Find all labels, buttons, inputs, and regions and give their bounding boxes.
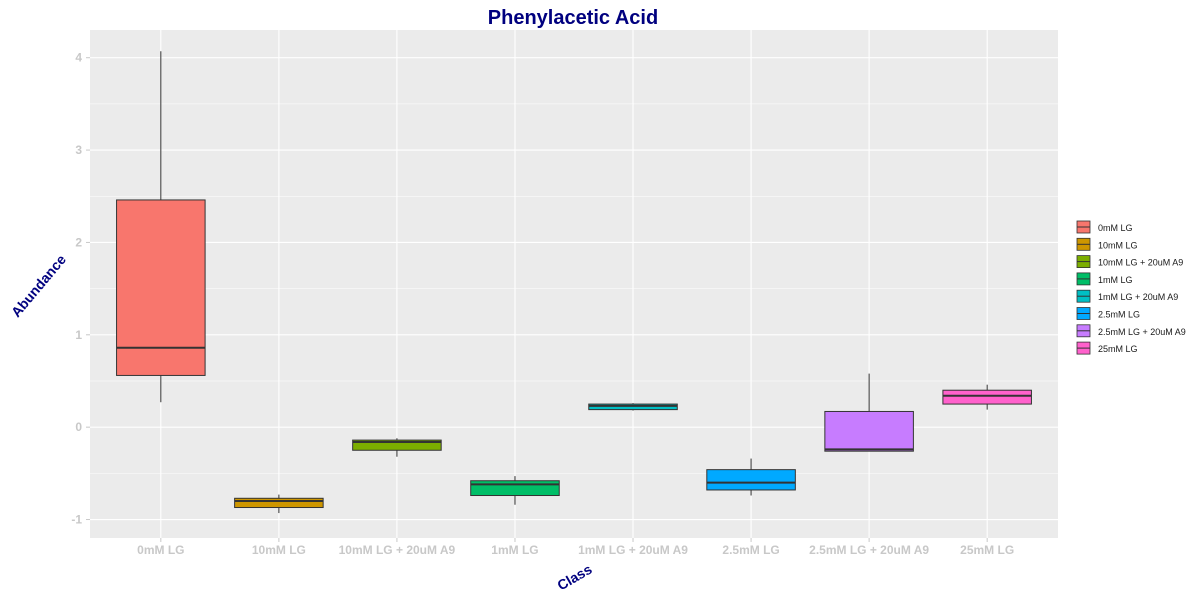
boxes: [116, 51, 1032, 514]
x-tick-label: 2.5mM LG: [722, 543, 779, 557]
x-tick-label: 10mM LG: [252, 543, 306, 557]
box-body[interactable]: [234, 497, 324, 509]
legend-label: 0mM LG: [1098, 223, 1133, 233]
box-body[interactable]: [942, 389, 1032, 405]
box-6: [706, 458, 796, 496]
y-tick-label: -1: [71, 513, 82, 527]
box-body[interactable]: [824, 410, 914, 452]
y-tick-label: 2: [75, 235, 82, 249]
legend-item[interactable]: 2.5mM LG: [1076, 307, 1140, 320]
grid-lines: [90, 30, 1058, 538]
legend-label: 2.5mM LG: [1098, 310, 1140, 320]
y-tick-label: 3: [75, 143, 82, 157]
legend-item[interactable]: 0mM LG: [1076, 220, 1133, 234]
legend-label: 10mM LG + 20uM A9: [1098, 258, 1183, 268]
box-3: [352, 438, 442, 457]
legend-item[interactable]: 2.5mM LG + 20uM A9: [1076, 324, 1186, 338]
box-body[interactable]: [116, 199, 206, 376]
y-tick-label: 1: [75, 328, 82, 342]
box-2: [234, 494, 324, 514]
y-tick-label: 4: [75, 51, 82, 65]
box-body[interactable]: [470, 480, 560, 497]
box-body[interactable]: [352, 439, 442, 451]
legend-label: 2.5mM LG + 20uM A9: [1098, 327, 1186, 337]
legend-item[interactable]: 10mM LG: [1076, 237, 1138, 251]
legend-label: 1mM LG: [1098, 275, 1133, 285]
plot-panel: [90, 30, 1058, 538]
legend-item[interactable]: 1mM LG: [1076, 272, 1133, 286]
legend-item[interactable]: 25mM LG: [1076, 341, 1138, 355]
chart-title: Phenylacetic Acid: [488, 7, 658, 29]
legend: 0mM LG 10mM LG 10mM LG + 20uM A9 1mM LG 1mM …: [1076, 220, 1186, 355]
box-1: [116, 51, 206, 403]
box-5: [588, 403, 678, 411]
legend-label: 25mM LG: [1098, 344, 1138, 354]
y-tick-label: 0: [75, 420, 82, 434]
x-tick-label: 1mM LG: [491, 543, 538, 557]
x-axis: 0mM LG 10mM LG 10mM LG + 20uM A9 1mM LG 1mM …: [137, 538, 1014, 557]
x-tick-label: 10mM LG + 20uM A9: [339, 543, 456, 557]
legend-item[interactable]: 10mM LG + 20uM A9: [1076, 255, 1183, 269]
x-tick-label: 25mM LG: [960, 543, 1014, 557]
legend-item[interactable]: 1mM LG + 20uM A9: [1076, 289, 1178, 303]
x-tick-label: 0mM LG: [137, 543, 184, 557]
x-tick-label: 1mM LG + 20uM A9: [578, 543, 688, 557]
box-8: [942, 384, 1032, 410]
legend-label: 10mM LG: [1098, 240, 1138, 250]
legend-label: 1mM LG + 20uM A9: [1098, 292, 1178, 302]
x-tick-label: 2.5mM LG + 20uM A9: [809, 543, 929, 557]
y-axis: -1 0 1 2 3 4: [71, 51, 90, 527]
box-4: [470, 476, 560, 505]
box-body[interactable]: [706, 469, 796, 491]
box-7: [824, 373, 914, 452]
